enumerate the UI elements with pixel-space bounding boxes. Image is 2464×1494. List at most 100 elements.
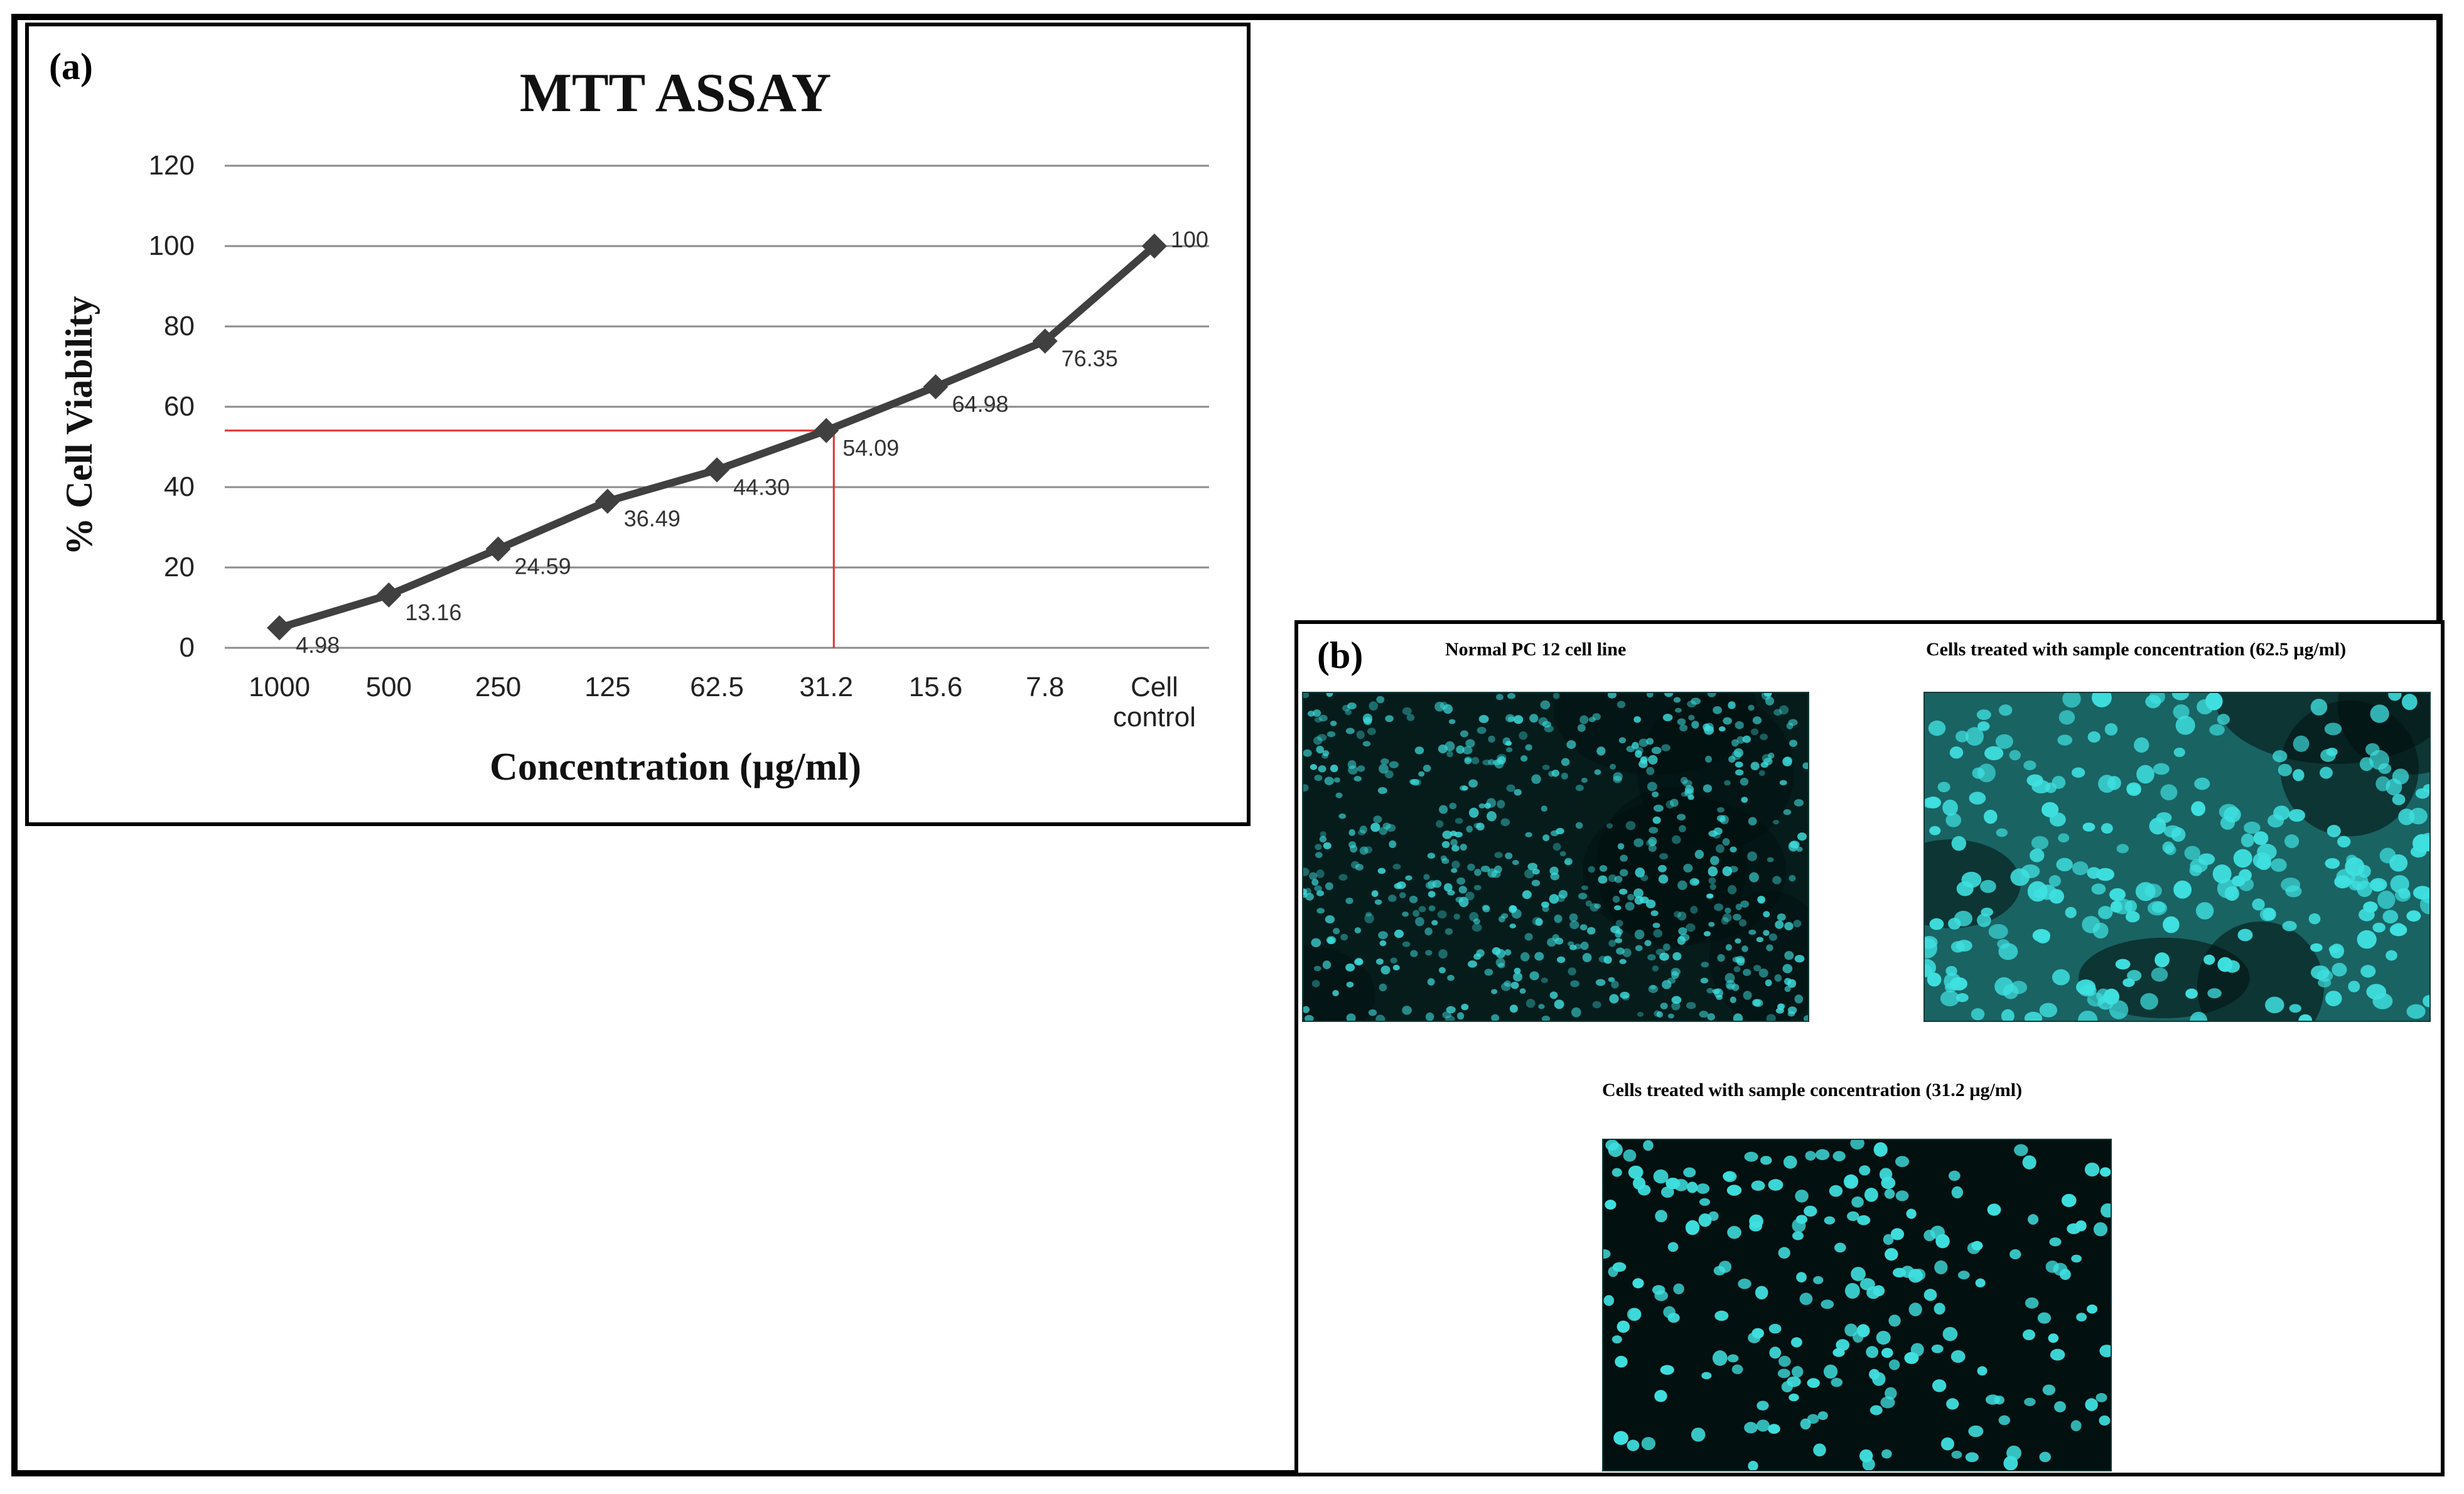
cell-nucleus [1718, 726, 1726, 732]
cell-nucleus [1735, 761, 1743, 768]
cell-nucleus [1804, 1205, 1817, 1217]
cell-nucleus [1441, 857, 1450, 864]
cell-nucleus [1354, 927, 1362, 933]
cell-nucleus [1438, 967, 1446, 974]
cell-nucleus [1789, 874, 1796, 882]
cell-nucleus [1325, 915, 1335, 924]
cell-nucleus [1316, 869, 1325, 878]
cell-nucleus [1707, 1013, 1715, 1021]
micrograph-canvas [1925, 693, 2429, 1021]
cell-nucleus [2135, 882, 2156, 901]
cell-nucleus [1406, 714, 1415, 721]
cell-nucleus [1491, 870, 1501, 878]
cell-nucleus [1658, 864, 1667, 873]
cell-nucleus [1315, 852, 1323, 858]
cell-nucleus [1501, 982, 1511, 991]
cell-nucleus [1815, 1149, 1830, 1161]
cell-nucleus [1348, 841, 1357, 849]
cell-nucleus [2041, 802, 2059, 817]
cell-nucleus [1929, 825, 1941, 836]
cell-nucleus [1748, 1332, 1761, 1343]
cell-nucleus [1379, 827, 1387, 836]
cell-nucleus [1552, 842, 1561, 851]
cell-nucleus [1722, 866, 1733, 876]
cell-nucleus [2358, 864, 2371, 878]
cell-nucleus [1607, 693, 1617, 699]
cell-nucleus [1699, 1198, 1711, 1206]
cell-nucleus [1654, 1010, 1660, 1017]
cell-nucleus [2022, 1155, 2036, 1169]
cell-nucleus [1333, 928, 1340, 935]
cell-nucleus [1870, 1405, 1883, 1416]
cell-nucleus [2091, 883, 2106, 895]
cell-nucleus [1784, 986, 1791, 992]
cell-nucleus [1829, 1185, 1843, 1197]
cell-nucleus [1928, 720, 1946, 736]
cell-nucleus [1726, 983, 1734, 989]
cell-nucleus [1466, 825, 1473, 833]
cell-nucleus [1442, 1011, 1451, 1019]
cell-nucleus [1603, 1295, 1615, 1306]
cell-nucleus [2054, 1401, 2066, 1412]
cell-nucleus [2096, 988, 2111, 1003]
cell-nucleus [1942, 799, 1958, 816]
cell-nucleus [1851, 1267, 1866, 1281]
cell-nucleus [1620, 991, 1630, 999]
cell-nucleus [1377, 787, 1387, 794]
cell-nucleus [1615, 1355, 1628, 1368]
cell-nucleus [1738, 1278, 1751, 1289]
cell-nucleus [1971, 1008, 1985, 1021]
cell-nucleus [2153, 763, 2170, 775]
cell-nucleus [1305, 893, 1314, 901]
data-label: 44.30 [733, 474, 790, 500]
cell-nucleus [1648, 755, 1658, 765]
cell-nucleus [1596, 746, 1606, 756]
cell-nucleus [2324, 723, 2342, 736]
cell-nucleus [1471, 923, 1482, 932]
cell-nucleus [1684, 788, 1694, 797]
cell-nucleus [1478, 803, 1486, 809]
cell-nucleus [1460, 730, 1469, 738]
cell-nucleus [1866, 1346, 1879, 1358]
cell-nucleus [1976, 709, 1991, 720]
cell-nucleus [1661, 744, 1670, 751]
cell-nucleus [1864, 1188, 1878, 1202]
cell-nucleus [1946, 1398, 1959, 1410]
cell-nucleus [1514, 788, 1522, 796]
cell-nucleus [1471, 756, 1480, 765]
cell-nucleus [1763, 693, 1772, 697]
cell-nucleus [2392, 923, 2406, 936]
cell-nucleus [2147, 901, 2168, 916]
cell-nucleus [1427, 852, 1436, 859]
cell-nucleus [1749, 872, 1759, 883]
cell-nucleus [1847, 1211, 1859, 1222]
cell-nucleus [1778, 705, 1789, 715]
cell-nucleus [1724, 907, 1731, 914]
cell-nucleus [1635, 746, 1644, 755]
cell-nucleus [1670, 967, 1681, 976]
x-tick-label: 250 [475, 672, 521, 702]
cell-nucleus [1608, 977, 1615, 982]
cell-nucleus [1708, 877, 1716, 884]
cell-nucleus [1627, 1439, 1640, 1451]
cell-nucleus [1522, 890, 1532, 900]
cell-nucleus [1691, 697, 1701, 705]
cell-nucleus [1491, 1014, 1500, 1021]
cell-nucleus [1743, 969, 1751, 976]
cell-nucleus [1685, 789, 1692, 796]
cell-nucleus [1438, 949, 1448, 959]
cell-nucleus [1554, 914, 1563, 923]
cell-nucleus [1611, 1168, 1622, 1177]
cell-nucleus [2191, 801, 2206, 817]
cell-nucleus [1767, 857, 1774, 863]
cell-nucleus [2052, 776, 2066, 789]
cell-nucleus [1807, 1378, 1820, 1388]
cell-nucleus [1315, 844, 1322, 851]
cell-nucleus [1542, 834, 1550, 841]
cell-nucleus [1616, 928, 1623, 935]
cell-nucleus [2264, 996, 2284, 1014]
cell-nucleus [1724, 780, 1731, 786]
cell-nucleus [1436, 820, 1444, 828]
cell-nucleus [1772, 819, 1779, 825]
cell-nucleus [1673, 1283, 1684, 1294]
